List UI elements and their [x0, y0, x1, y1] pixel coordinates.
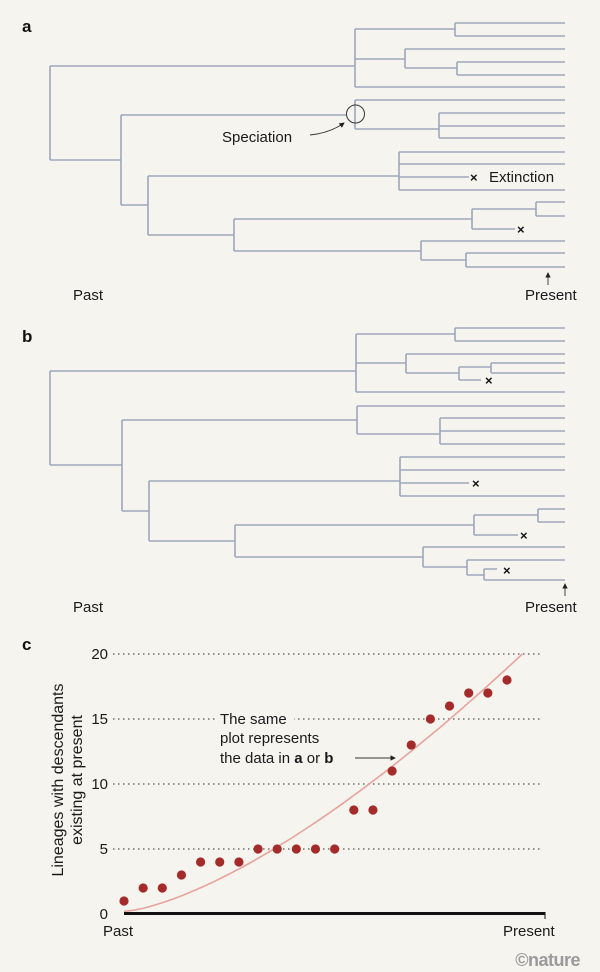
- data-point: [234, 857, 244, 867]
- data-point: [215, 857, 225, 867]
- fit-curve: [123, 653, 523, 913]
- data-point: [157, 883, 167, 893]
- data-point: [425, 714, 435, 724]
- phylogenetic-tree-a: [49, 22, 565, 268]
- extinction-x-icon: ×: [485, 373, 493, 388]
- data-point: [349, 805, 359, 815]
- data-point: [119, 896, 129, 906]
- extinction-x-icon: ×: [520, 528, 528, 543]
- speciation-label: Speciation: [222, 129, 292, 146]
- y-axis-label-line2: existing at present: [69, 715, 86, 845]
- y-tick-label: 5: [100, 841, 108, 858]
- phylogenetic-tree-b: [49, 327, 565, 581]
- extinction-x-icon: ×: [503, 563, 511, 578]
- data-point: [406, 740, 416, 750]
- y-tick-label: 15: [91, 711, 108, 728]
- data-point: [483, 688, 493, 698]
- data-point: [502, 675, 512, 685]
- data-point: [272, 844, 282, 854]
- past-label-b: Past: [73, 599, 104, 616]
- present-label-a: Present: [525, 287, 578, 304]
- annotation: The same plot represents the data in a o…: [218, 707, 396, 767]
- data-point: [444, 701, 455, 711]
- gridlines: [113, 653, 543, 850]
- data-point: [196, 857, 206, 867]
- present-label-b: Present: [525, 599, 578, 616]
- annotation-line3: the data in a or b: [220, 750, 333, 767]
- data-point: [368, 805, 378, 815]
- data-point: [176, 870, 187, 880]
- annotation-line1: The same: [220, 711, 287, 728]
- y-axis-label-line1: Lineages with descendants: [50, 683, 67, 876]
- data-point: [464, 688, 474, 698]
- data-point: [330, 844, 340, 854]
- extinction-x-icon: ×: [472, 476, 480, 491]
- x-tick-past: Past: [103, 923, 134, 940]
- panel-a-label: a: [22, 17, 32, 36]
- panel-b-label: b: [22, 327, 32, 346]
- y-tick-label: 20: [91, 646, 108, 663]
- data-point: [138, 883, 148, 893]
- nature-credit-logo: ©nature: [515, 950, 580, 970]
- speciation-arrow: [309, 122, 345, 136]
- data-point: [253, 844, 263, 854]
- extinction-x-icon: ×: [517, 222, 525, 237]
- y-axis-label: Lineages with descendants existing at pr…: [50, 683, 86, 876]
- panel-c-label: c: [22, 635, 31, 654]
- y-tick-label: 10: [91, 776, 108, 793]
- extinction-x-icon: ×: [470, 170, 478, 185]
- data-point: [291, 844, 301, 854]
- speciation-circle: [346, 104, 365, 124]
- y-tick-label: 0: [100, 906, 108, 923]
- data-points: [119, 675, 512, 906]
- data-point: [310, 844, 321, 854]
- x-tick-present: Present: [503, 923, 556, 940]
- past-label-a: Past: [73, 287, 104, 304]
- extinction-label: Extinction: [489, 169, 554, 186]
- y-ticks: 0 5 10 15 20: [91, 646, 108, 923]
- data-point: [387, 766, 397, 776]
- annotation-line2: plot represents: [220, 730, 319, 747]
